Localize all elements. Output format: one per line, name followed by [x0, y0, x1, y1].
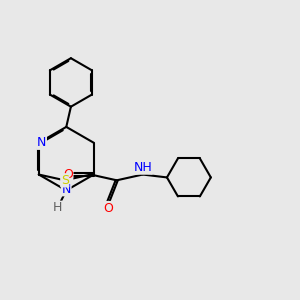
- Text: H: H: [53, 201, 62, 214]
- Text: S: S: [61, 174, 69, 187]
- Text: N: N: [61, 183, 71, 196]
- Text: N: N: [37, 136, 46, 149]
- Text: O: O: [63, 168, 73, 181]
- Text: NH: NH: [133, 161, 152, 174]
- Text: O: O: [103, 202, 113, 214]
